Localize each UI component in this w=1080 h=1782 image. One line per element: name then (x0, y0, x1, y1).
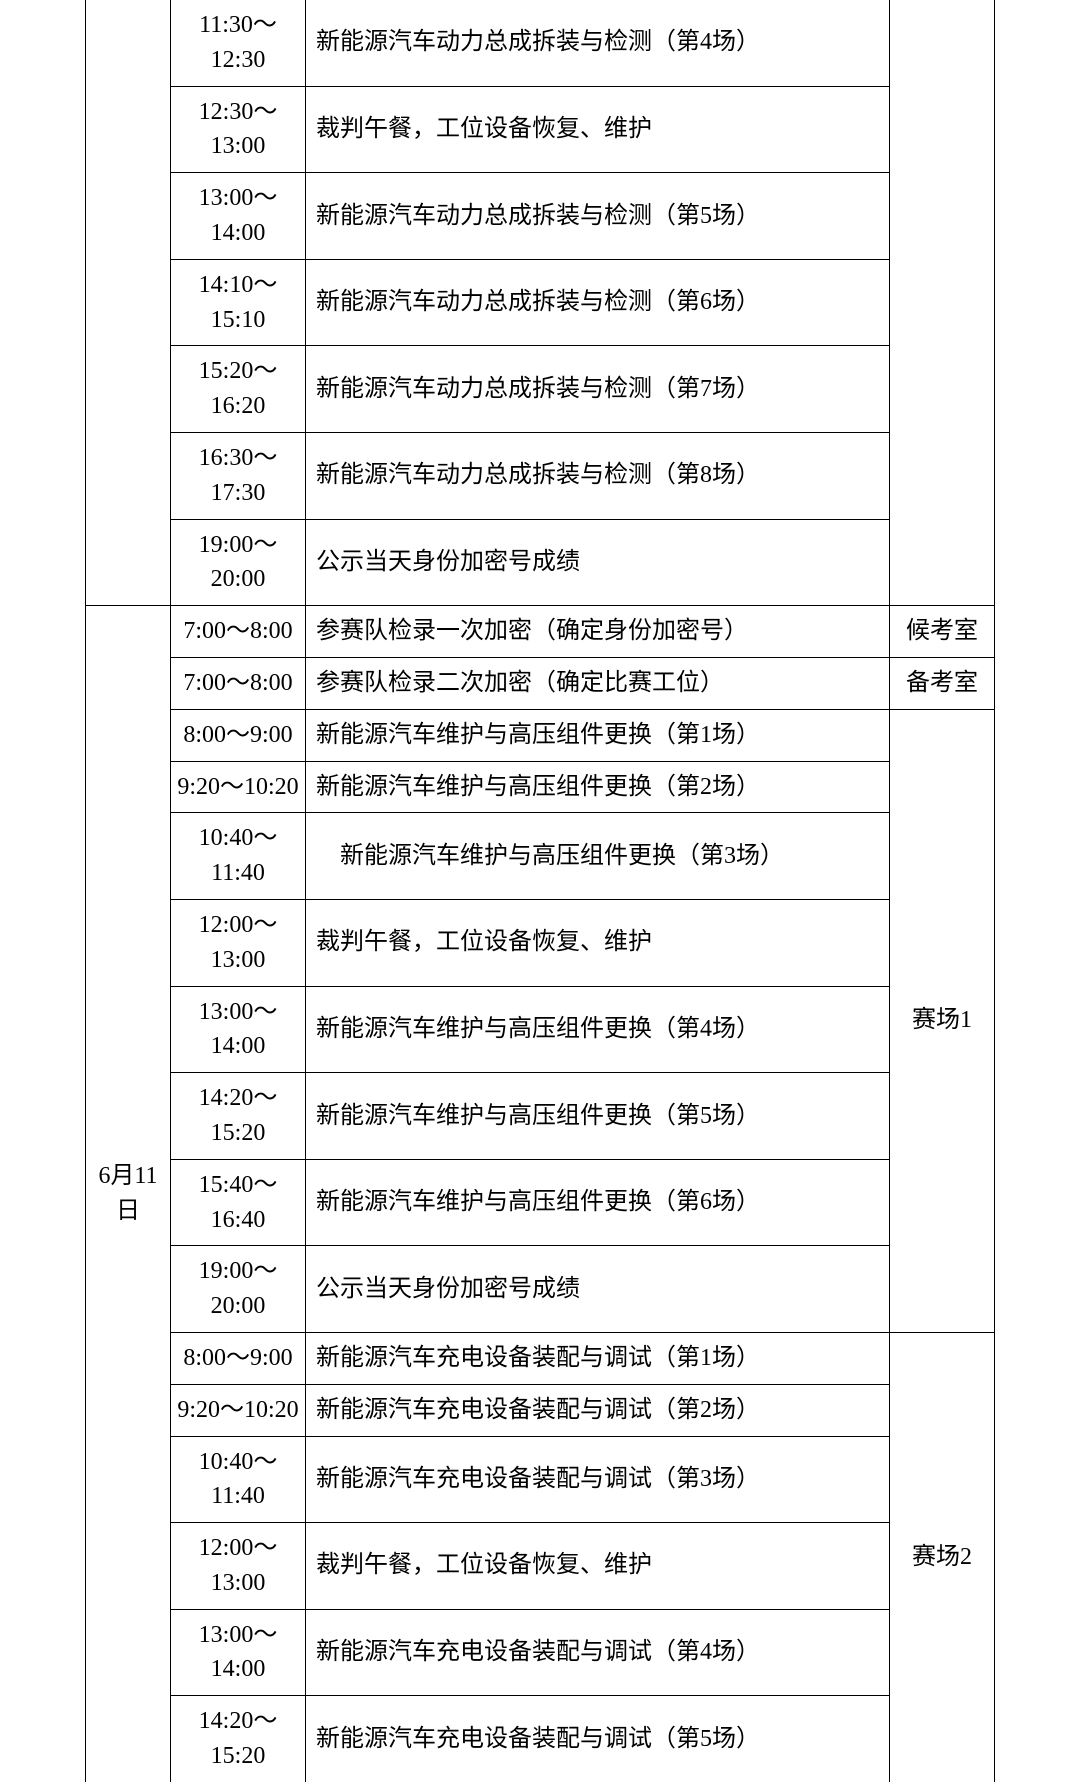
time-cell: 10:40～11:40 (171, 1436, 306, 1523)
table-row: 10:40～11:40 新能源汽车充电设备装配与调试（第3场） (86, 1436, 995, 1523)
time-cell: 12:00～13:00 (171, 899, 306, 986)
activity-cell: 新能源汽车充电设备装配与调试（第1场） (306, 1332, 890, 1384)
activity-cell: 新能源汽车维护与高压组件更换（第5场） (306, 1073, 890, 1160)
activity-cell: 公示当天身份加密号成绩 (306, 1246, 890, 1333)
table-row: 13:00～14:00 新能源汽车维护与高压组件更换（第4场） (86, 986, 995, 1073)
location-cell: 备考室 (890, 657, 995, 709)
activity-cell: 参赛队检录二次加密（确定比赛工位） (306, 657, 890, 709)
table-row: 9:20～10:20 新能源汽车充电设备装配与调试（第2场） (86, 1384, 995, 1436)
time-cell: 14:20～15:20 (171, 1073, 306, 1160)
activity-cell: 新能源汽车维护与高压组件更换（第4场） (306, 986, 890, 1073)
table-row: 6月11日 7:00～8:00 参赛队检录一次加密（确定身份加密号） 候考室 (86, 606, 995, 658)
time-cell: 16:30～17:30 (171, 432, 306, 519)
activity-cell: 新能源汽车动力总成拆装与检测（第7场） (306, 346, 890, 433)
time-cell: 12:30～13:00 (171, 86, 306, 173)
time-cell: 13:00～14:00 (171, 173, 306, 260)
time-cell: 13:00～14:00 (171, 986, 306, 1073)
table-row: 12:00～13:00 裁判午餐，工位设备恢复、维护 (86, 899, 995, 986)
location-cell: 赛场2 (890, 1332, 995, 1781)
activity-cell: 裁判午餐，工位设备恢复、维护 (306, 1523, 890, 1610)
table-row: 19:00～20:00 公示当天身份加密号成绩 (86, 1246, 995, 1333)
table-row: 8:00～9:00 新能源汽车维护与高压组件更换（第1场） 赛场1 (86, 709, 995, 761)
table-row: 15:40～16:40 新能源汽车维护与高压组件更换（第6场） (86, 1159, 995, 1246)
schedule-table: 11:30～12:30 新能源汽车动力总成拆装与检测（第4场） 12:30～13… (85, 0, 995, 1782)
time-cell: 11:30～12:30 (171, 0, 306, 86)
table-row: 10:40～11:40 新能源汽车维护与高压组件更换（第3场） (86, 813, 995, 900)
location-cell: 赛场1 (890, 709, 995, 1332)
time-cell: 19:00～20:00 (171, 519, 306, 606)
table-row: 12:00～13:00 裁判午餐，工位设备恢复、维护 (86, 1523, 995, 1610)
activity-cell: 新能源汽车充电设备装配与调试（第2场） (306, 1384, 890, 1436)
table-row: 7:00～8:00 参赛队检录二次加密（确定比赛工位） 备考室 (86, 657, 995, 709)
date-cell: 6月11日 (86, 606, 171, 1782)
time-cell: 9:20～10:20 (171, 761, 306, 813)
table-row: 11:30～12:30 新能源汽车动力总成拆装与检测（第4场） (86, 0, 995, 86)
location-cell: 候考室 (890, 606, 995, 658)
activity-cell: 新能源汽车充电设备装配与调试（第4场） (306, 1609, 890, 1696)
time-cell: 13:00～14:00 (171, 1609, 306, 1696)
table-row: 15:20～16:20 新能源汽车动力总成拆装与检测（第7场） (86, 346, 995, 433)
time-cell: 7:00～8:00 (171, 657, 306, 709)
time-cell: 14:10～15:10 (171, 259, 306, 346)
activity-cell: 新能源汽车维护与高压组件更换（第2场） (306, 761, 890, 813)
time-cell: 14:20～15:20 (171, 1696, 306, 1782)
table-row: 8:00～9:00 新能源汽车充电设备装配与调试（第1场） 赛场2 (86, 1332, 995, 1384)
location-cell (890, 0, 995, 606)
time-cell: 7:00～8:00 (171, 606, 306, 658)
table-row: 19:00～20:00 公示当天身份加密号成绩 (86, 519, 995, 606)
table-row: 14:20～15:20 新能源汽车维护与高压组件更换（第5场） (86, 1073, 995, 1160)
time-cell: 12:00～13:00 (171, 1523, 306, 1610)
activity-cell: 新能源汽车动力总成拆装与检测（第8场） (306, 432, 890, 519)
table-row: 16:30～17:30 新能源汽车动力总成拆装与检测（第8场） (86, 432, 995, 519)
activity-cell: 参赛队检录一次加密（确定身份加密号） (306, 606, 890, 658)
time-cell: 9:20～10:20 (171, 1384, 306, 1436)
activity-cell: 新能源汽车动力总成拆装与检测（第6场） (306, 259, 890, 346)
time-cell: 10:40～11:40 (171, 813, 306, 900)
table-row: 14:20～15:20 新能源汽车充电设备装配与调试（第5场） (86, 1696, 995, 1782)
activity-cell: 新能源汽车维护与高压组件更换（第1场） (306, 709, 890, 761)
time-cell: 8:00～9:00 (171, 1332, 306, 1384)
activity-cell: 公示当天身份加密号成绩 (306, 519, 890, 606)
table-row: 13:00～14:00 新能源汽车充电设备装配与调试（第4场） (86, 1609, 995, 1696)
activity-cell: 新能源汽车维护与高压组件更换（第3场） (306, 813, 890, 900)
activity-cell: 新能源汽车充电设备装配与调试（第5场） (306, 1696, 890, 1782)
activity-cell: 裁判午餐，工位设备恢复、维护 (306, 86, 890, 173)
table-row: 14:10～15:10 新能源汽车动力总成拆装与检测（第6场） (86, 259, 995, 346)
time-cell: 19:00～20:00 (171, 1246, 306, 1333)
activity-cell: 新能源汽车充电设备装配与调试（第3场） (306, 1436, 890, 1523)
table-row: 13:00～14:00 新能源汽车动力总成拆装与检测（第5场） (86, 173, 995, 260)
activity-cell: 新能源汽车动力总成拆装与检测（第5场） (306, 173, 890, 260)
activity-cell: 新能源汽车维护与高压组件更换（第6场） (306, 1159, 890, 1246)
table-row: 9:20～10:20 新能源汽车维护与高压组件更换（第2场） (86, 761, 995, 813)
time-cell: 8:00～9:00 (171, 709, 306, 761)
activity-cell: 新能源汽车动力总成拆装与检测（第4场） (306, 0, 890, 86)
table-row: 12:30～13:00 裁判午餐，工位设备恢复、维护 (86, 86, 995, 173)
schedule-page: 11:30～12:30 新能源汽车动力总成拆装与检测（第4场） 12:30～13… (0, 0, 1080, 1782)
date-cell (86, 0, 171, 606)
time-cell: 15:20～16:20 (171, 346, 306, 433)
activity-cell: 裁判午餐，工位设备恢复、维护 (306, 899, 890, 986)
time-cell: 15:40～16:40 (171, 1159, 306, 1246)
